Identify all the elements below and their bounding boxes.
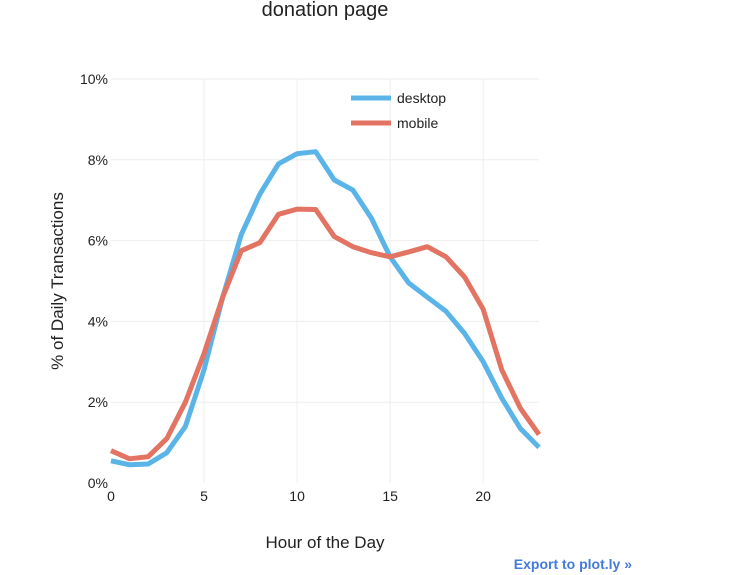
x-tick-label: 10 <box>289 488 305 504</box>
chart-title: donation page <box>262 0 389 21</box>
y-tick-label: 2% <box>88 394 108 410</box>
legend-item-desktop[interactable]: desktop <box>351 90 446 106</box>
x-tick-label: 0 <box>107 488 115 504</box>
y-axis-ticks: 0% 2% 4% 6% 8% 10% <box>80 71 108 491</box>
y-tick-label: 4% <box>88 313 108 329</box>
x-tick-label: 15 <box>382 488 398 504</box>
y-axis-title: % of Daily Transactions <box>48 192 67 370</box>
x-tick-label: 20 <box>475 488 491 504</box>
y-tick-label: 0% <box>88 475 108 491</box>
legend-label: desktop <box>397 90 446 106</box>
x-axis-ticks: 0 5 10 15 20 <box>107 488 491 504</box>
series-lines <box>110 149 542 468</box>
legend-label: mobile <box>397 115 438 131</box>
grid-lines <box>111 78 539 483</box>
legend[interactable]: desktop mobile <box>351 90 446 131</box>
export-to-plotly-link[interactable]: Export to plot.ly » <box>513 556 632 572</box>
x-axis-title: Hour of the Day <box>265 533 385 552</box>
y-tick-label: 6% <box>88 233 108 249</box>
y-tick-label: 8% <box>88 152 108 168</box>
y-tick-label: 10% <box>80 71 108 87</box>
series-line-mobile <box>110 206 542 462</box>
x-tick-label: 5 <box>200 488 208 504</box>
legend-item-mobile[interactable]: mobile <box>351 115 438 131</box>
series-line-desktop <box>110 149 541 468</box>
